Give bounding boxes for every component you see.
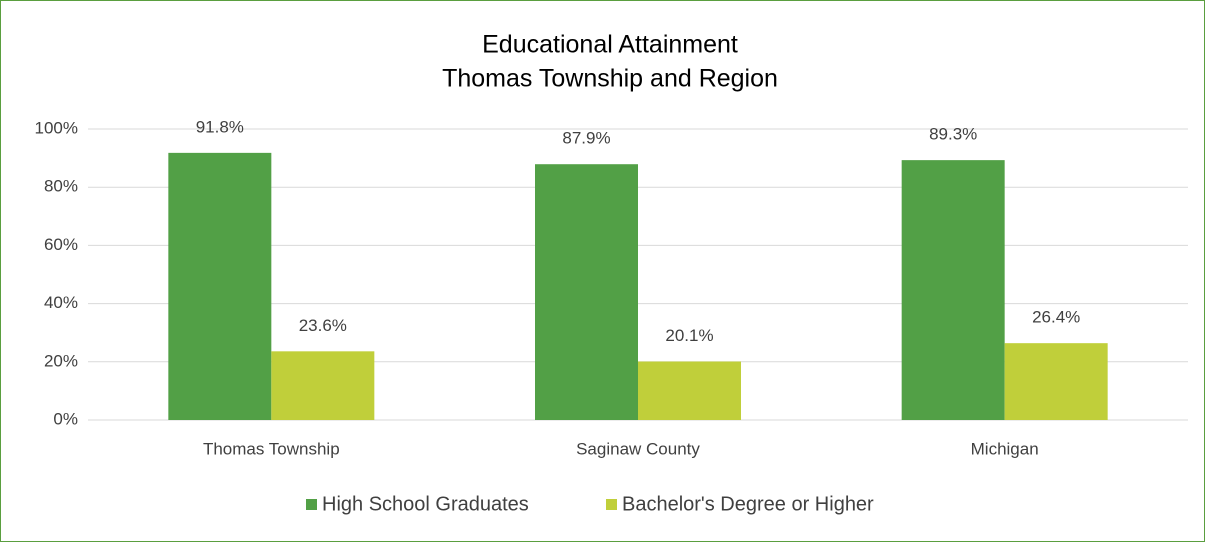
y-tick-label: 100%: [35, 118, 78, 137]
legend-swatch: [306, 499, 317, 510]
y-tick-label: 0%: [53, 409, 78, 428]
x-tick-label: Michigan: [971, 439, 1039, 458]
chart-subtitle: Thomas Township and Region: [442, 65, 778, 93]
y-tick-label: 60%: [44, 235, 78, 254]
data-label: 26.4%: [1032, 308, 1080, 327]
y-tick-label: 40%: [44, 293, 78, 312]
bar: [168, 152, 272, 420]
chart-title: Educational Attainment: [482, 31, 738, 59]
data-label: 89.3%: [929, 125, 977, 144]
data-label: 23.6%: [299, 316, 347, 335]
data-label: 91.8%: [196, 117, 244, 136]
bar: [901, 160, 1005, 420]
bar: [1004, 343, 1108, 420]
y-tick-label: 80%: [44, 177, 78, 196]
legend-label: High School Graduates: [322, 493, 529, 515]
x-tick-label: Saginaw County: [576, 439, 700, 458]
bar: [638, 361, 741, 420]
bar: [271, 351, 375, 420]
bar: [535, 164, 638, 420]
y-tick-label: 20%: [44, 351, 78, 370]
legend-label: Bachelor's Degree or Higher: [622, 493, 874, 515]
data-label: 20.1%: [665, 326, 713, 345]
data-label: 87.9%: [562, 129, 610, 148]
x-tick-label: Thomas Township: [203, 439, 340, 458]
legend-swatch: [606, 499, 617, 510]
